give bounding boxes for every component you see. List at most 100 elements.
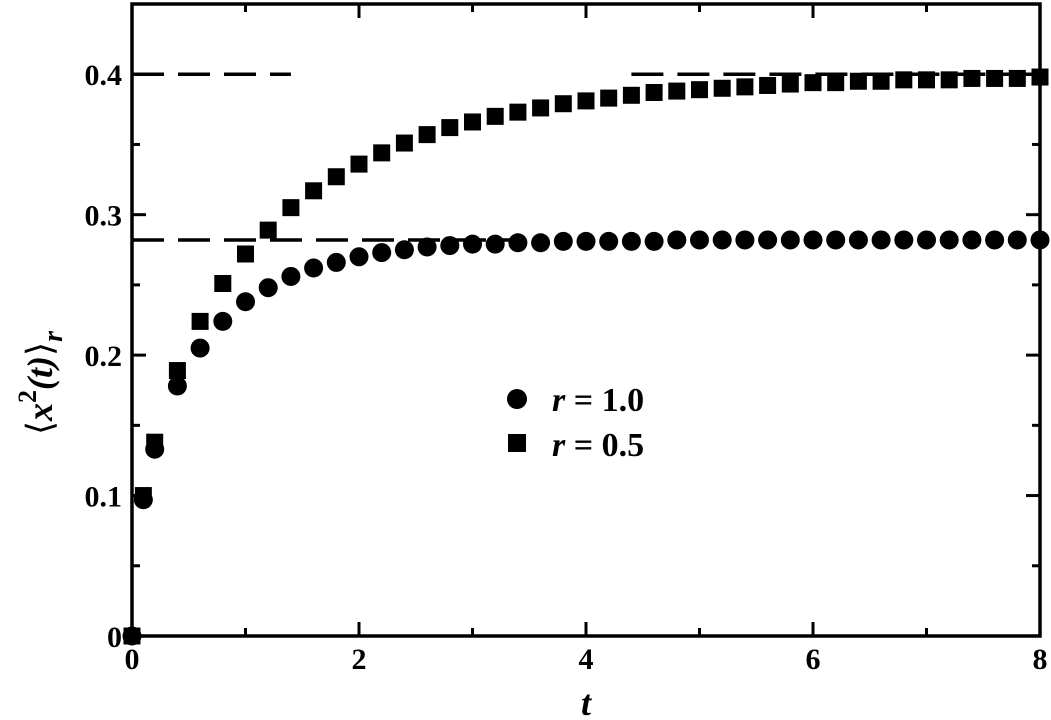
point-square — [781, 75, 799, 93]
point-square — [418, 126, 436, 144]
point-circle — [440, 236, 460, 256]
y-axis-title-open: ⟨ — [20, 421, 60, 435]
point-circle — [667, 230, 687, 250]
point-circle — [531, 233, 551, 253]
point-circle — [326, 252, 346, 272]
y-tick-label: 0.3 — [85, 200, 123, 233]
point-square — [327, 168, 345, 186]
legend-label-r05-rest: = 0.5 — [565, 427, 644, 464]
point-circle — [894, 230, 914, 250]
point-circle — [167, 376, 187, 396]
point-circle — [281, 266, 301, 286]
point-square — [350, 155, 368, 173]
point-circle — [190, 338, 210, 358]
point-square — [713, 79, 731, 97]
point-square — [237, 245, 254, 263]
legend-label-r1-var: r — [552, 382, 566, 419]
data-layer — [122, 68, 1050, 646]
y-axis-title-sub: r — [38, 330, 69, 342]
point-circle — [394, 240, 414, 260]
x-tick-label: 4 — [579, 643, 594, 676]
point-circle — [553, 231, 573, 251]
point-circle — [576, 231, 596, 251]
point-square — [940, 71, 958, 89]
point-square — [191, 312, 209, 330]
point-square — [622, 86, 640, 104]
point-circle — [826, 230, 846, 250]
legend-label-r05: r = 0.5 — [552, 427, 644, 464]
point-circle — [485, 234, 505, 254]
legend-marker-r05 — [508, 434, 526, 452]
legend-label-r1-rest: = 1.0 — [565, 382, 644, 419]
point-square — [804, 74, 822, 92]
point-circle — [372, 243, 392, 263]
point-circle — [962, 230, 982, 250]
point-square — [509, 103, 527, 121]
point-circle — [758, 230, 778, 250]
point-square — [872, 72, 890, 90]
y-tick-label: 0.2 — [85, 340, 123, 373]
point-circle — [621, 231, 641, 251]
point-circle — [213, 311, 233, 331]
point-square — [168, 362, 186, 380]
point-circle — [917, 230, 936, 250]
ticks — [130, 4, 1042, 638]
point-square — [736, 78, 754, 96]
point-square — [441, 119, 459, 137]
point-square — [645, 83, 663, 101]
point-circle — [939, 230, 959, 250]
point-square — [486, 107, 504, 125]
point-circle — [258, 278, 278, 298]
y-axis-title-close: ⟩ — [20, 342, 60, 356]
point-square — [554, 95, 572, 113]
legend-marker-r1 — [507, 389, 527, 409]
point-circle — [780, 230, 800, 250]
point-square — [214, 274, 232, 292]
x-axis-title: t — [581, 683, 592, 720]
point-square — [373, 144, 391, 162]
x-tick-label: 8 — [1033, 643, 1048, 676]
x-tick-label: 2 — [352, 643, 367, 676]
point-square — [282, 199, 300, 217]
point-circle — [236, 292, 255, 312]
x-tick-label: 0 — [125, 643, 140, 676]
point-square — [600, 89, 618, 107]
y-axis-title-sup: 2 — [13, 390, 42, 403]
point-circle — [803, 230, 823, 250]
y-axis-title: ⟨x2(t)⟩r — [13, 330, 69, 435]
point-square — [1008, 69, 1026, 87]
point-circle — [599, 231, 619, 251]
point-circle — [712, 230, 732, 250]
legend-label-r1: r = 1.0 — [552, 382, 644, 419]
point-circle — [735, 230, 755, 250]
y-axis-title-var: x — [20, 403, 60, 422]
point-circle — [508, 233, 528, 253]
point-circle — [871, 230, 891, 250]
point-square — [464, 113, 481, 131]
legend: r = 1.0 r = 0.5 — [507, 382, 644, 464]
point-square — [395, 134, 413, 152]
point-circle — [304, 258, 324, 278]
point-circle — [1007, 230, 1027, 250]
point-square — [849, 72, 867, 90]
point-square — [827, 74, 845, 92]
y-axis-title-arg: (t) — [20, 356, 60, 390]
x-tick-label: 6 — [806, 643, 821, 676]
point-square — [259, 221, 277, 239]
point-square — [146, 433, 164, 451]
point-circle — [985, 230, 1005, 250]
point-circle — [644, 231, 664, 251]
point-square — [759, 76, 777, 94]
legend-label-r05-var: r — [552, 427, 566, 464]
point-square — [986, 69, 1004, 87]
point-square — [691, 81, 708, 99]
point-circle — [690, 230, 709, 250]
tick-labels: 0 2 4 6 8 0 0.1 0.2 0.3 0.4 — [85, 59, 1048, 676]
y-tick-label: 0.1 — [85, 481, 123, 514]
point-square — [918, 71, 935, 89]
point-square — [668, 82, 686, 100]
point-circle — [417, 237, 437, 257]
point-circle — [349, 247, 369, 267]
point-square — [963, 69, 981, 87]
